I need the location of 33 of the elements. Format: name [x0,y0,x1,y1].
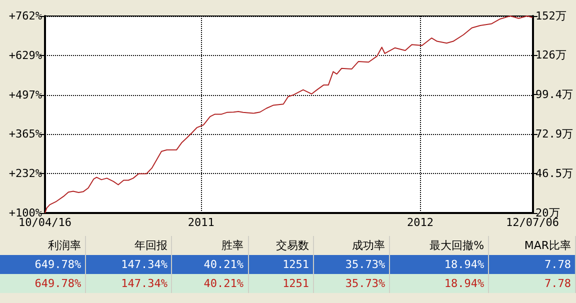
text: 18.94% [390,274,489,293]
text: 40.21% [172,274,248,293]
text: 147.34% [86,255,172,274]
y2-tick-label: 46.5万 [536,166,574,180]
text: 40.21% [172,255,248,274]
text: 利润率 [0,236,86,255]
y2-tick-label: 72.9万 [536,128,574,141]
text: 649.78% [0,274,86,293]
x-tick-label: 2011 [188,216,214,229]
text: 35.73% [314,255,390,274]
y-tick-label: +232% [8,167,42,180]
text: 1251 [248,255,314,274]
y-tick-label: +365% [8,128,42,141]
y2-tick-label: 152万 [536,10,566,22]
text: MAR比率 [488,236,576,255]
y2-tick-label: 126万 [536,48,566,62]
text: 7.78 [488,274,576,293]
y2-tick-label: 99.4万 [536,88,574,101]
text: 胜率 [172,236,248,255]
text: 最大回撤% [390,236,489,255]
text: 7.78 [488,255,576,274]
y-tick-label: +497% [8,88,42,102]
text: 交易数 [248,236,314,255]
y-tick-label: +762% [8,10,42,22]
text: 1251 [248,274,314,293]
x-tick-label: 2012 [406,216,434,229]
text: 35.73% [314,274,390,293]
y-tick-label: +629% [8,49,42,62]
text: 年回报 [86,236,172,255]
text: 649.78% [0,255,86,274]
text: 18.94% [390,255,489,274]
text: 147.34% [86,274,172,293]
text: 成功率 [314,236,390,255]
